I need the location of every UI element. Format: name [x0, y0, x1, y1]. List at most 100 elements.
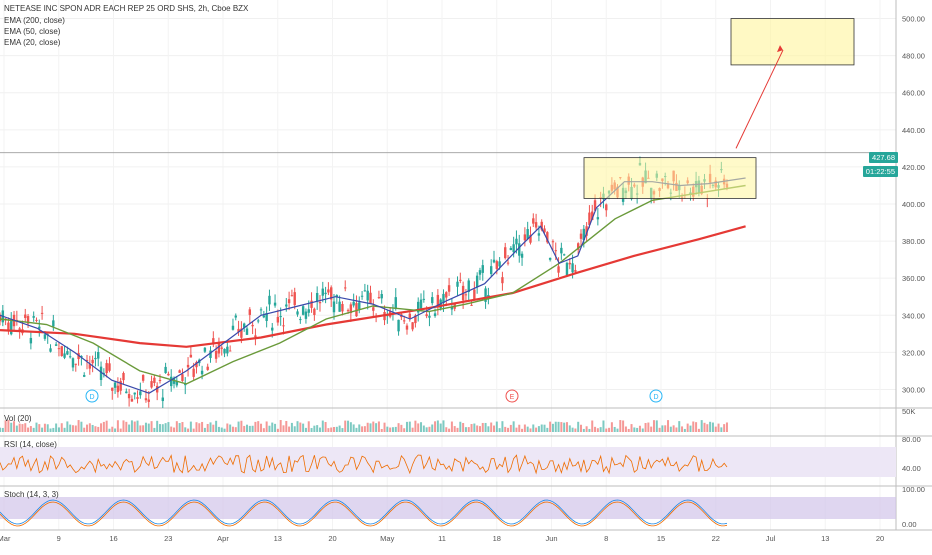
candle-body — [276, 316, 280, 323]
volume-bar — [254, 421, 257, 432]
candle-body — [318, 302, 322, 304]
volume-bar — [24, 423, 27, 432]
volume-bar — [369, 423, 372, 432]
volume-bar — [347, 420, 350, 432]
volume-bar — [397, 423, 400, 432]
volume-bar — [436, 420, 439, 432]
candle-body — [588, 212, 591, 225]
volume-bar — [206, 423, 209, 432]
volume-bar — [377, 421, 380, 432]
candle-body — [57, 348, 61, 350]
candle-body — [405, 325, 409, 330]
candle-body — [408, 313, 411, 319]
candle-body — [226, 346, 229, 354]
candle-body — [442, 293, 445, 304]
event-marker-letter: D — [89, 394, 94, 401]
candle-body — [68, 356, 72, 358]
volume-bar — [321, 420, 324, 432]
candle-body — [271, 327, 274, 331]
candle-body — [251, 324, 254, 327]
volume-bar — [114, 428, 117, 432]
volume-bar — [420, 422, 423, 432]
volume-bar — [63, 427, 66, 432]
candle-body — [330, 287, 333, 300]
price-tick: 380.00 — [902, 237, 925, 246]
volume-bar — [52, 427, 55, 432]
volume-bar — [282, 425, 285, 432]
candle-body — [358, 302, 361, 310]
volume-bar — [313, 425, 316, 432]
volume-bar — [585, 426, 588, 432]
volume-bar — [158, 424, 161, 432]
candle-body — [85, 359, 89, 361]
candle-body — [102, 372, 106, 374]
volume-bar — [439, 423, 442, 432]
candle-body — [585, 226, 588, 236]
candle-body — [237, 328, 240, 333]
volume-bar — [689, 425, 692, 432]
volume-bar — [372, 421, 375, 432]
x-tick: 8 — [604, 534, 608, 543]
x-tick: 11 — [438, 534, 446, 543]
volume-bar — [714, 426, 717, 432]
volume-bar — [565, 422, 568, 432]
volume-bar — [41, 427, 44, 432]
volume-bar — [27, 427, 30, 432]
volume-bar — [391, 427, 394, 432]
consolidation-box — [583, 157, 757, 199]
candle-body — [71, 358, 75, 368]
candle-body — [38, 326, 41, 329]
volume-bar — [571, 427, 574, 432]
volume-bar — [723, 424, 726, 432]
volume-bar — [549, 421, 552, 432]
candle-body — [301, 306, 305, 315]
volume-bar — [128, 424, 131, 432]
candle-body — [431, 297, 434, 304]
volume-bar — [641, 428, 644, 432]
volume-bar — [125, 421, 128, 432]
x-tick: 20 — [876, 534, 884, 543]
candle-body — [209, 350, 212, 358]
volume-bar — [551, 423, 554, 432]
volume-bar — [251, 425, 254, 432]
volume-bar — [591, 420, 594, 432]
volume-bar — [633, 427, 636, 432]
volume-bar — [389, 427, 392, 432]
candle-body — [366, 290, 369, 301]
volume-bar — [195, 422, 198, 432]
volume-bar — [139, 425, 142, 432]
volume-bar — [60, 423, 63, 432]
volume-bar — [10, 422, 13, 432]
volume-bar — [248, 425, 251, 432]
volume-bar — [324, 422, 327, 432]
candle-body — [540, 221, 543, 230]
candle-body — [161, 397, 164, 402]
candle-body — [18, 328, 21, 332]
series-line — [0, 225, 746, 348]
volume-bar — [383, 422, 386, 432]
candle-body — [88, 364, 92, 369]
candle-body — [144, 398, 148, 401]
candle-body — [605, 204, 608, 211]
candle-body — [315, 292, 319, 302]
candle-body — [397, 319, 400, 332]
volume-bar — [237, 421, 240, 432]
price-tick: 460.00 — [902, 89, 925, 98]
volume-bar — [119, 428, 122, 432]
candle-body — [504, 247, 507, 259]
candle-body — [523, 234, 527, 241]
candle-body — [321, 288, 324, 296]
volume-bar — [299, 422, 302, 432]
volume-bar — [417, 423, 420, 432]
candle-body — [417, 301, 420, 313]
volume-bar — [344, 420, 347, 432]
x-tick: 13 — [821, 534, 829, 543]
candle-body — [596, 217, 600, 220]
volume-bar — [529, 428, 532, 432]
candle-body — [268, 295, 271, 305]
volume-bar — [265, 421, 268, 432]
volume-bar — [209, 422, 212, 432]
volume-bar — [97, 426, 100, 432]
volume-bar — [167, 422, 170, 432]
